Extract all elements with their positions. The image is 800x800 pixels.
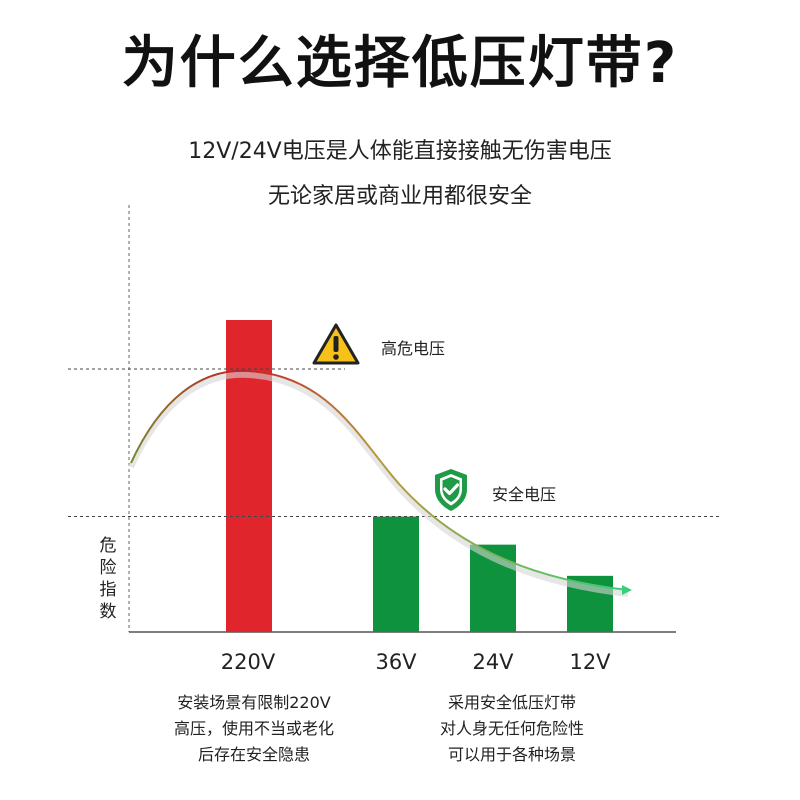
note-right: 采用安全低压灯带 对人身无任何危险性 可以用于各种场景 [382, 690, 642, 768]
note-right-line-1: 采用安全低压灯带 [447, 693, 576, 712]
warning-triangle-icon [312, 323, 360, 365]
note-right-line-3: 可以用于各种场景 [447, 745, 576, 764]
x-tick-36v: 36V [375, 650, 417, 674]
annotation-high-voltage: 高危电压 [381, 339, 446, 358]
danger-curve-shadow [128, 371, 629, 597]
annotation-safe-voltage: 安全电压 [492, 485, 557, 504]
subtitle-line-2: 无论家居或商业用都很安全 [267, 184, 532, 209]
note-left-line-2: 高压，使用不当或老化 [173, 719, 334, 738]
x-tick-220v: 220V [220, 650, 276, 674]
note-left: 安装场景有限制220V 高压，使用不当或老化 后存在安全隐患 [124, 690, 384, 768]
danger-curve [130, 369, 629, 591]
bar-36v [373, 516, 419, 632]
x-tick-12v: 12V [569, 650, 611, 674]
shield-check-icon [435, 469, 467, 511]
x-tick-24v: 24V [472, 650, 514, 674]
subtitle-line-1: 12V/24V电压是人体能直接接触无伤害电压 [188, 139, 612, 164]
y-axis-label: 危险指数 [99, 536, 117, 622]
danger-curve-arrowhead [622, 585, 632, 595]
note-left-line-1: 安装场景有限制220V [177, 693, 331, 712]
note-right-line-2: 对人身无任何危险性 [439, 719, 584, 738]
note-left-line-3: 后存在安全隐患 [197, 745, 310, 764]
page-title: 为什么选择低压灯带? [121, 31, 679, 96]
bar-220v [226, 320, 272, 632]
